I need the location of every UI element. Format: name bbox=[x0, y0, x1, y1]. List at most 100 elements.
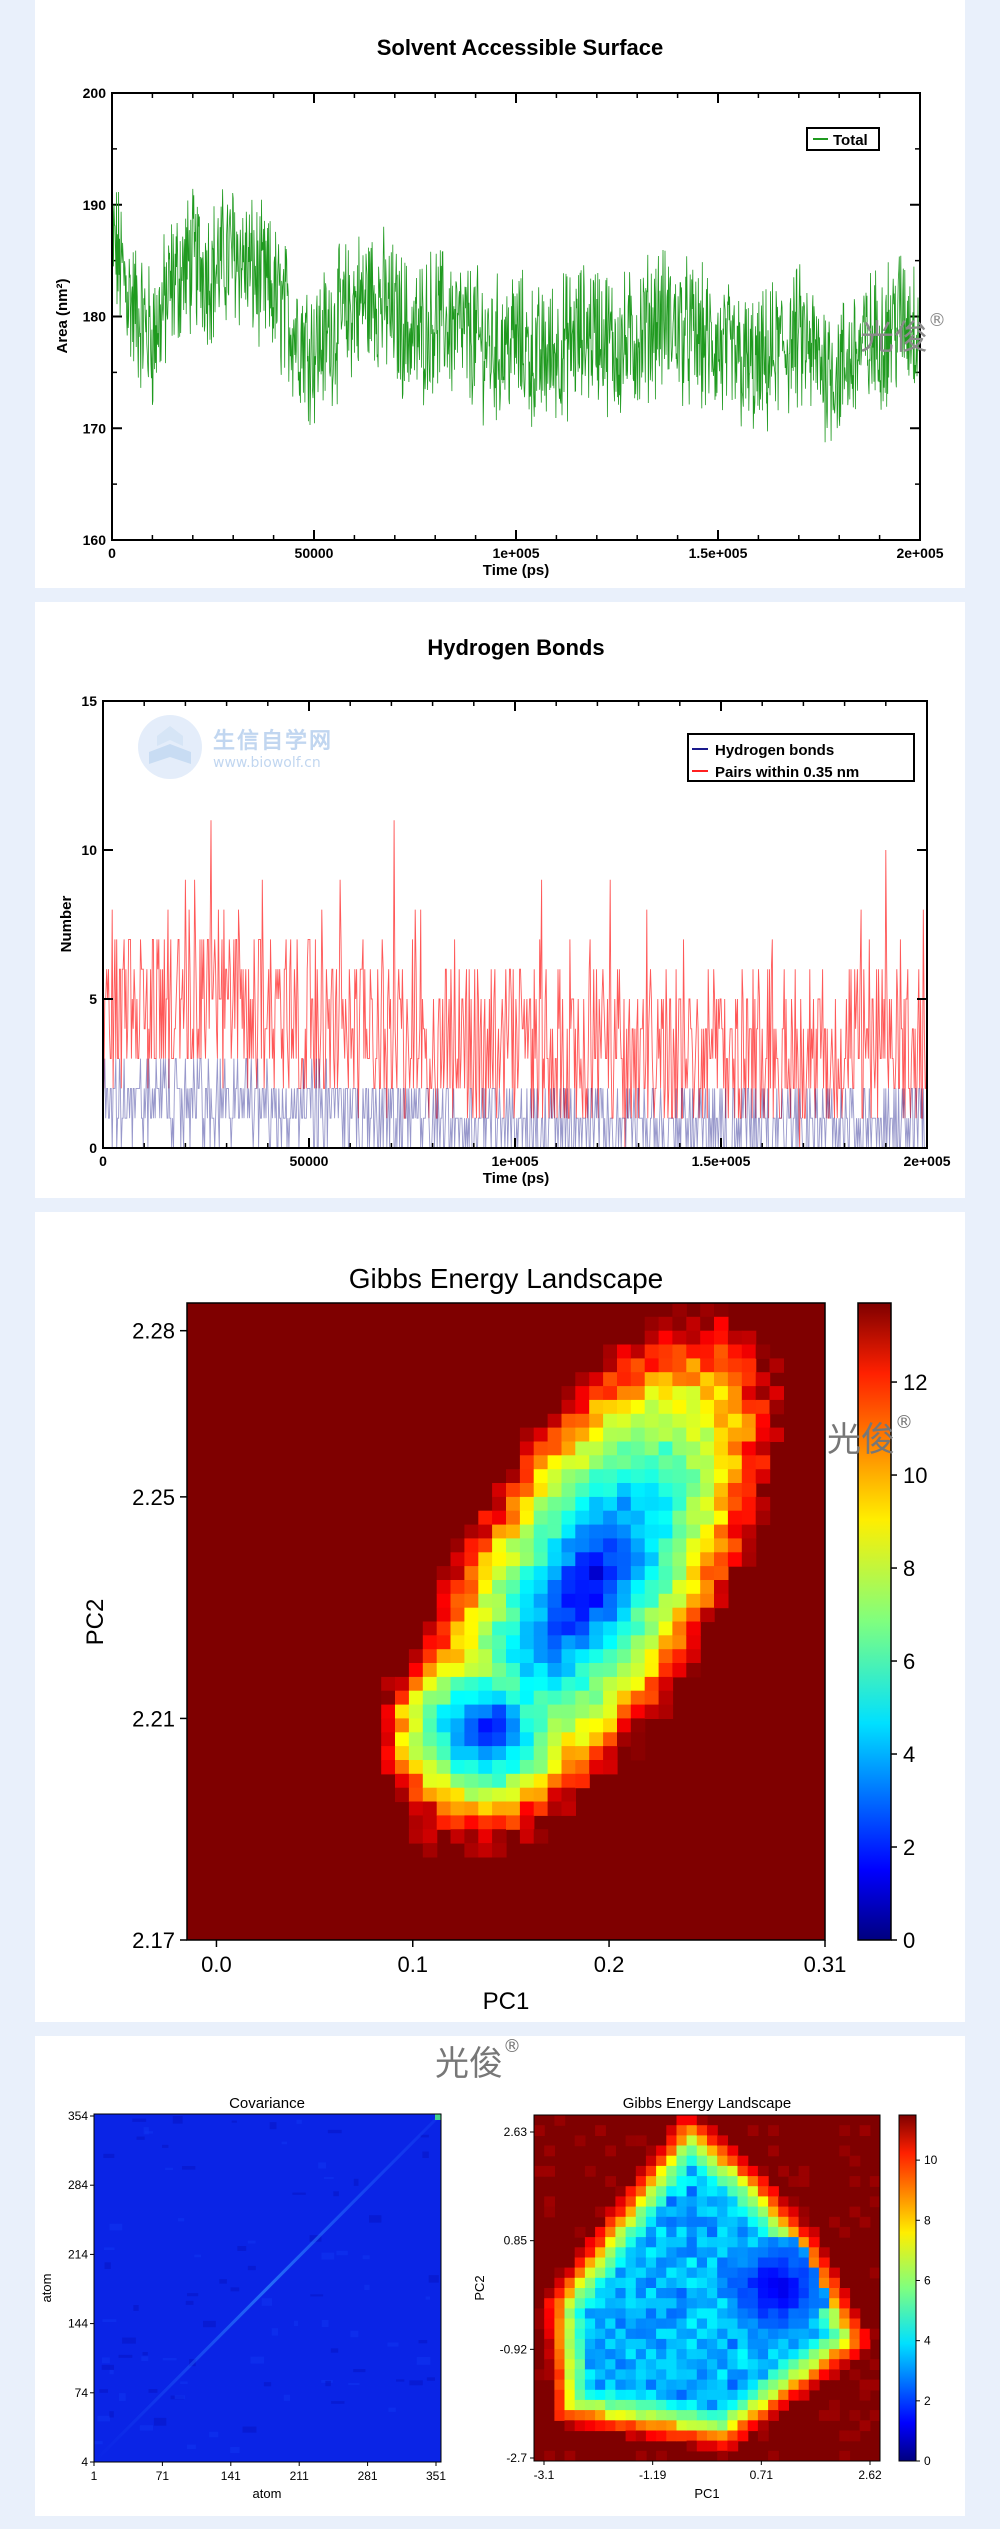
colorbar-tick-label: 8 bbox=[903, 1556, 915, 1581]
covariance-diagonal bbox=[92, 2112, 443, 2464]
x-tick-label: 2e+005 bbox=[896, 545, 943, 561]
chart-title: Gibbs Energy Landscape bbox=[349, 1263, 663, 1294]
colorbar-tick-label: 0 bbox=[924, 2454, 931, 2468]
legend-hbonds: Hydrogen bonds bbox=[715, 742, 834, 759]
y-tick-label: 2.17 bbox=[132, 1928, 175, 1953]
y-tick-label: 15 bbox=[81, 693, 97, 709]
series-pairs-line bbox=[102, 820, 928, 1149]
gibbs-large-chart: Gibbs Energy Landscape 0.0 0.1 0.2 0.31 2.17… bbox=[82, 1263, 927, 2015]
y-axis-label: PC2 bbox=[82, 1599, 109, 1646]
gibbs-large-panel: Gibbs Energy Landscape 0.0 0.1 0.2 0.31 2.17… bbox=[35, 1212, 965, 2022]
site-name: 生信自学网 bbox=[213, 729, 334, 754]
y-tick-label: 0 bbox=[89, 1140, 97, 1156]
legend-pairs: Pairs within 0.35 nm bbox=[715, 764, 859, 781]
x-tick-label: 0 bbox=[99, 1153, 107, 1169]
brand-watermark: 光俊® bbox=[435, 2036, 521, 2084]
x-tick-label: 351 bbox=[426, 2469, 446, 2483]
hbonds-chart: Hydrogen Bonds 0 50000 1e+005 1.5e+005 2e+00… bbox=[58, 635, 951, 1187]
y-tick-label: 170 bbox=[83, 420, 107, 436]
x-tick-label: 0 bbox=[108, 545, 116, 561]
colorbar-tick-label: 2 bbox=[903, 1835, 915, 1860]
colorbar-tick-label: 10 bbox=[924, 2153, 938, 2167]
colorbar-tick-label: 12 bbox=[903, 1370, 927, 1395]
hbonds-panel: Hydrogen Bonds 0 50000 1e+005 1.5e+005 2e+00… bbox=[35, 602, 965, 1198]
y-axis-label: atom bbox=[39, 2274, 54, 2303]
sas-chart: Solvent Accessible Surface 0 50000 1e+005 1… bbox=[54, 35, 944, 579]
chart-title: Covariance bbox=[229, 2095, 305, 2112]
y-axis-label: PC2 bbox=[472, 2275, 487, 2300]
y-tick-label: 190 bbox=[83, 197, 107, 213]
colorbar-tick-label: 6 bbox=[924, 2273, 931, 2287]
chart-title: Gibbs Energy Landscape bbox=[623, 2095, 791, 2112]
y-tick-label: 160 bbox=[83, 532, 107, 548]
site-watermark: 生信自学网 www.biowolf.cn bbox=[135, 712, 333, 782]
sas-panel: Solvent Accessible Surface 0 50000 1e+005 1… bbox=[35, 0, 965, 588]
y-tick-label: 2.25 bbox=[132, 1485, 175, 1510]
colorbar-tick-label: 4 bbox=[903, 1742, 915, 1767]
colorbar-tick-label: 6 bbox=[903, 1649, 915, 1674]
colorbar-tick-label: 8 bbox=[924, 2213, 931, 2227]
colorbar bbox=[857, 1302, 892, 1941]
x-tick-label: 211 bbox=[290, 2469, 309, 2483]
y-tick-label: 284 bbox=[68, 2178, 88, 2192]
y-tick-label: 5 bbox=[89, 991, 97, 1007]
y-axis-label: Area (nm²) bbox=[54, 278, 71, 353]
brand-watermark: 光俊® bbox=[860, 310, 946, 358]
y-tick-label: 4 bbox=[81, 2455, 88, 2469]
x-tick-label: 0.2 bbox=[594, 1952, 625, 1977]
x-tick-label: 1.5e+005 bbox=[689, 545, 748, 561]
x-axis-label: Time (ps) bbox=[483, 1170, 549, 1187]
chart-title: Hydrogen Bonds bbox=[427, 635, 604, 660]
x-tick-label: -1.19 bbox=[639, 2468, 667, 2482]
y-axis-label: Number bbox=[58, 896, 75, 953]
y-tick-label: 2.63 bbox=[504, 2125, 528, 2139]
x-tick-label: 0.71 bbox=[750, 2468, 774, 2482]
y-tick-label: 10 bbox=[81, 842, 97, 858]
brand-watermark: 光俊® bbox=[827, 1412, 913, 1460]
y-tick-label: 144 bbox=[68, 2317, 88, 2331]
colorbar-tick-label: 2 bbox=[924, 2394, 931, 2408]
x-tick-label: 1e+005 bbox=[492, 545, 539, 561]
y-tick-label: 200 bbox=[83, 85, 107, 101]
x-tick-label: 71 bbox=[156, 2469, 170, 2483]
x-tick-label: 2e+005 bbox=[903, 1153, 950, 1169]
y-tick-label: 214 bbox=[68, 2247, 88, 2261]
x-axis-label: PC1 bbox=[483, 1988, 530, 2015]
y-tick-label: 2.28 bbox=[132, 1319, 175, 1344]
colorbar-tick-label: 0 bbox=[903, 1928, 915, 1953]
x-tick-label: 50000 bbox=[295, 545, 334, 561]
pca-charts: Covariance 1 71 141 211 281 35147414421428435… bbox=[39, 2095, 938, 2501]
x-tick-label: 281 bbox=[358, 2469, 378, 2483]
y-tick-label: -0.92 bbox=[500, 2342, 528, 2356]
y-tick-label: 2.21 bbox=[132, 1706, 175, 1731]
x-axis-label: Time (ps) bbox=[483, 562, 549, 579]
pca-panel: 光俊® Covariance 1 71 141 211 bbox=[35, 2036, 965, 2516]
x-tick-label: 50000 bbox=[290, 1153, 329, 1169]
x-tick-label: 1e+005 bbox=[491, 1153, 538, 1169]
y-tick-label: 180 bbox=[83, 309, 107, 325]
legend-total: Total bbox=[833, 132, 868, 149]
x-axis-label: PC1 bbox=[694, 2486, 719, 2501]
x-tick-label: 1 bbox=[91, 2469, 98, 2483]
y-tick-label: 354 bbox=[68, 2109, 88, 2123]
legend: Total bbox=[806, 127, 880, 151]
colorbar-tick-label: 10 bbox=[903, 1463, 927, 1488]
x-tick-label: 2.62 bbox=[858, 2468, 882, 2482]
x-tick-label: 1.5e+005 bbox=[692, 1153, 751, 1169]
colorbar-tick-label: 4 bbox=[924, 2334, 931, 2348]
legend: Hydrogen bonds Pairs within 0.35 nm bbox=[687, 733, 915, 782]
chart-title: Solvent Accessible Surface bbox=[377, 35, 664, 60]
book-logo-icon bbox=[138, 715, 202, 779]
colorbar bbox=[898, 2114, 917, 2462]
x-tick-label: -3.1 bbox=[534, 2468, 555, 2482]
x-tick-label: 0.31 bbox=[804, 1952, 847, 1977]
x-axis-label: atom bbox=[253, 2486, 282, 2501]
y-tick-label: -2.7 bbox=[506, 2451, 527, 2465]
x-tick-label: 0.1 bbox=[397, 1952, 428, 1977]
x-tick-label: 141 bbox=[221, 2469, 241, 2483]
x-tick-label: 0.0 bbox=[201, 1952, 232, 1977]
series-total-line bbox=[111, 188, 921, 443]
y-tick-label: 74 bbox=[75, 2386, 89, 2400]
site-url: www.biowolf.cn bbox=[213, 755, 321, 771]
y-tick-label: 0.85 bbox=[504, 2234, 528, 2248]
